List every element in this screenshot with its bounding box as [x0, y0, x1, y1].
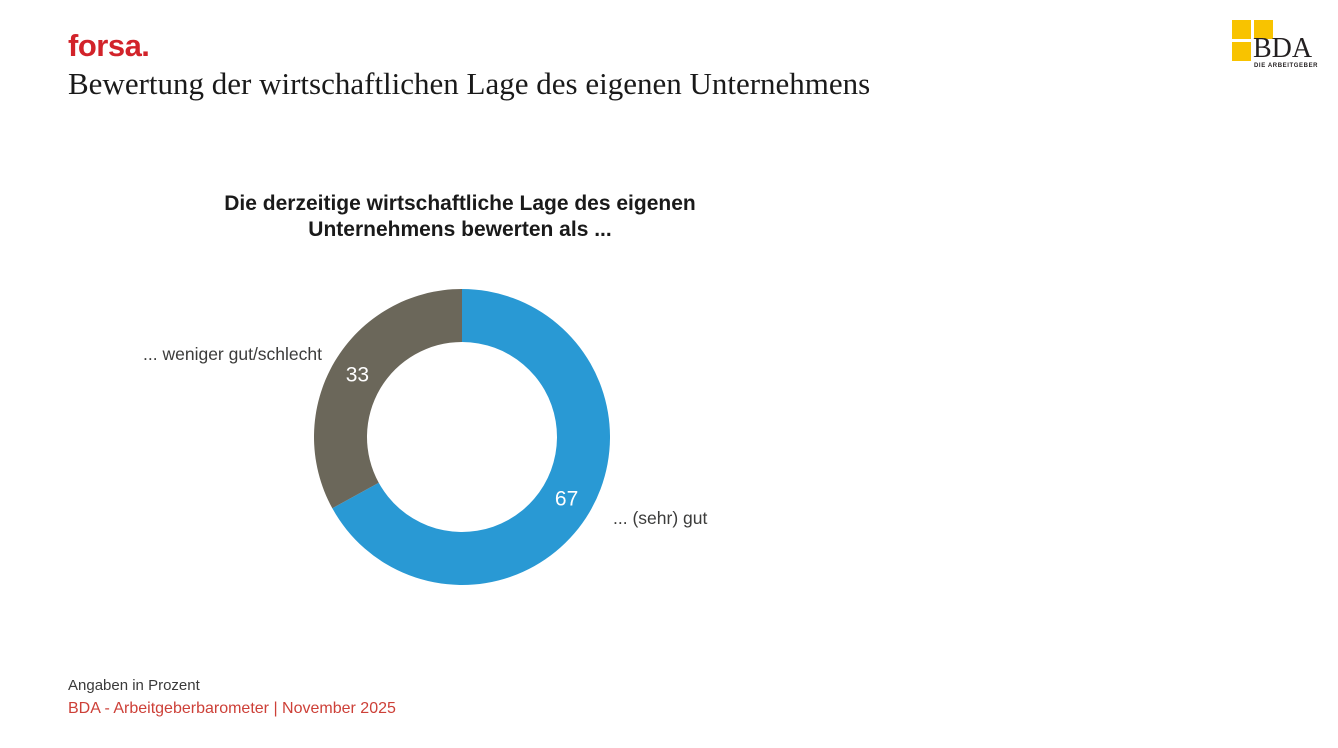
- slice-value-label: 67: [555, 487, 578, 510]
- bda-logo-subtitle: DIE ARBEITGEBER: [1254, 63, 1319, 69]
- donut-chart: 67 33: [314, 289, 610, 585]
- forsa-logo: forsa.: [68, 28, 150, 63]
- page-title: Bewertung der wirtschaftlichen Lage des …: [68, 66, 871, 101]
- slice-value-label: 33: [346, 364, 369, 387]
- donut-slice: [314, 289, 462, 509]
- bda-logo-square-icon: [1232, 42, 1251, 61]
- footer-source: BDA - Arbeitgeberbarometer | November 20…: [68, 700, 396, 717]
- bda-logo: BDA DIE ARBEITGEBER: [1232, 20, 1332, 72]
- bda-logo-square-icon: [1232, 20, 1251, 39]
- bda-logo-acronym: BDA: [1253, 33, 1313, 64]
- donut-chart-svg: 67 33: [314, 289, 610, 585]
- bda-logo-square-icon: [1254, 20, 1273, 39]
- chart-title: Die derzeitige wirtschaftliche Lage des …: [224, 192, 696, 241]
- slice-label-sehr-gut: ... (sehr) gut: [613, 508, 708, 528]
- slice-label-weniger-gut-schlecht: ... weniger gut/schlecht: [143, 344, 322, 364]
- donut-slice: [332, 289, 610, 585]
- footer-note: Angaben in Prozent: [68, 677, 200, 694]
